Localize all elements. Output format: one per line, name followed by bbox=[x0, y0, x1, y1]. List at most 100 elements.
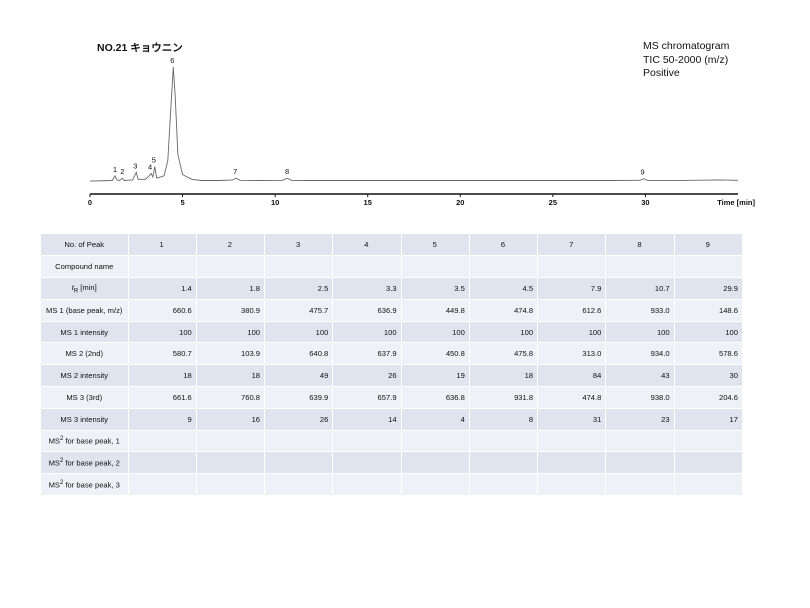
table-cell: 938.0 bbox=[605, 386, 675, 409]
table-cell bbox=[469, 255, 539, 279]
table-cell: 640.8 bbox=[264, 342, 334, 366]
table-cell: 31 bbox=[537, 408, 607, 431]
table-cell: 100 bbox=[264, 321, 334, 344]
table-cell bbox=[332, 473, 402, 497]
table-cell: 26 bbox=[332, 364, 402, 388]
table-cell bbox=[605, 451, 675, 475]
peak-number-cell: 5 bbox=[401, 234, 470, 257]
x-tick-label: 20 bbox=[456, 198, 464, 207]
row-label: No. of Peak bbox=[41, 234, 129, 257]
table-cell bbox=[674, 430, 744, 453]
table-cell bbox=[605, 255, 675, 279]
table-cell bbox=[196, 451, 266, 475]
table-cell: 9 bbox=[128, 408, 197, 431]
table-cell bbox=[264, 451, 334, 475]
table-cell: 100 bbox=[332, 321, 402, 344]
table-cell bbox=[401, 451, 470, 475]
peak-number-cell: 8 bbox=[605, 234, 675, 257]
table-cell: 100 bbox=[128, 321, 197, 344]
table-cell bbox=[605, 430, 675, 453]
table-cell bbox=[537, 451, 607, 475]
table-cell bbox=[332, 255, 402, 279]
x-axis-title: Time [min] bbox=[717, 198, 755, 207]
table-row: MS 2 (2nd) 580.7 103.9 640.8 637.9 450.8 475.8… bbox=[41, 342, 744, 366]
table-cell: 4.5 bbox=[469, 277, 539, 300]
table-cell: 380.9 bbox=[196, 299, 266, 322]
tic-trace-line bbox=[89, 66, 739, 182]
method-info: MS chromatogram TIC 50-2000 (m/z) Positi… bbox=[643, 40, 729, 81]
table-row: No. of Peak 1 2 3 4 5 6 7 8 9 bbox=[41, 234, 744, 257]
table-cell: 14 bbox=[332, 408, 402, 431]
x-tick-label: 10 bbox=[271, 198, 279, 207]
method-info-line: Positive bbox=[643, 67, 680, 79]
table-cell: 29.9 bbox=[674, 277, 744, 300]
table-cell bbox=[401, 255, 470, 279]
table-row: MS2 for base peak, 1 bbox=[41, 430, 744, 453]
table-cell bbox=[674, 255, 744, 279]
row-label: MS 3 intensity bbox=[41, 408, 129, 431]
table-cell: 636.8 bbox=[401, 386, 470, 409]
row-label: MS2 for base peak, 1 bbox=[41, 430, 129, 453]
table-cell: 18 bbox=[469, 364, 539, 388]
table-cell: 450.8 bbox=[401, 342, 470, 366]
table-cell: 3.5 bbox=[401, 277, 470, 300]
peak-label: 3 bbox=[133, 161, 137, 170]
table-cell: 148.6 bbox=[674, 299, 744, 322]
peak-label: 9 bbox=[640, 168, 644, 177]
table-cell bbox=[332, 451, 402, 475]
table-row: MS 1 intensity 100 100 100 100 100 100 100 100 10… bbox=[41, 321, 744, 344]
table-cell: 84 bbox=[537, 364, 607, 388]
table-cell: 313.0 bbox=[537, 342, 607, 366]
table-cell bbox=[537, 430, 607, 453]
table-cell: 23 bbox=[605, 408, 675, 431]
table-row: MS 3 intensity 9 16 26 14 4 8 31 23 17 bbox=[41, 408, 744, 431]
table-cell: 612.6 bbox=[537, 299, 607, 322]
table-row: MS2 for base peak, 2 bbox=[41, 451, 744, 475]
table-row: MS2 for base peak, 3 bbox=[41, 473, 744, 497]
peak-number-cell: 9 bbox=[674, 234, 744, 257]
table-cell bbox=[605, 473, 675, 497]
peak-label: 2 bbox=[120, 167, 124, 176]
table-cell: 660.6 bbox=[128, 299, 197, 322]
table-cell: 639.9 bbox=[264, 386, 334, 409]
row-label: MS 3 (3rd) bbox=[41, 386, 129, 409]
page-title: NO.21 キョウニン bbox=[97, 42, 183, 54]
table-cell bbox=[674, 451, 744, 475]
table-cell bbox=[332, 430, 402, 453]
table-cell: 100 bbox=[196, 321, 266, 344]
table-cell: 8 bbox=[469, 408, 539, 431]
peak-number-cell: 4 bbox=[332, 234, 402, 257]
peak-label: 5 bbox=[152, 155, 156, 164]
row-label: Compound name bbox=[41, 255, 129, 279]
table-cell: 2.5 bbox=[264, 277, 334, 300]
table-cell: 760.8 bbox=[196, 386, 266, 409]
table-cell: 3.3 bbox=[332, 277, 402, 300]
row-label: MS 2 intensity bbox=[41, 364, 129, 388]
table-cell: 43 bbox=[605, 364, 675, 388]
table-cell: 18 bbox=[128, 364, 197, 388]
table-cell: 17 bbox=[674, 408, 744, 431]
table-cell: 16 bbox=[196, 408, 266, 431]
table-row: Compound name bbox=[41, 255, 744, 279]
table-cell bbox=[401, 430, 470, 453]
table-cell: 475.7 bbox=[264, 299, 334, 322]
method-info-line: MS chromatogram bbox=[643, 40, 730, 52]
table-cell: 100 bbox=[469, 321, 539, 344]
table-cell: 580.7 bbox=[128, 342, 197, 366]
row-label: MS 1 (base peak, m/z) bbox=[41, 299, 129, 322]
table-cell: 637.9 bbox=[332, 342, 402, 366]
table-cell: 100 bbox=[401, 321, 470, 344]
table-cell: 4 bbox=[401, 408, 470, 431]
table-cell bbox=[469, 473, 539, 497]
table-cell bbox=[196, 255, 266, 279]
table-cell bbox=[469, 430, 539, 453]
table-row: MS 2 intensity 18 18 49 26 19 18 84 43 30 bbox=[41, 364, 744, 388]
x-tick-label: 25 bbox=[549, 198, 557, 207]
table-cell bbox=[196, 430, 266, 453]
table-cell: 18 bbox=[196, 364, 266, 388]
table-row: MS 3 (3rd) 661.6 760.8 639.9 657.9 636.8 931.8… bbox=[41, 386, 744, 409]
table-cell: 933.0 bbox=[605, 299, 675, 322]
table-cell: 449.8 bbox=[401, 299, 470, 322]
table-cell bbox=[264, 473, 334, 497]
